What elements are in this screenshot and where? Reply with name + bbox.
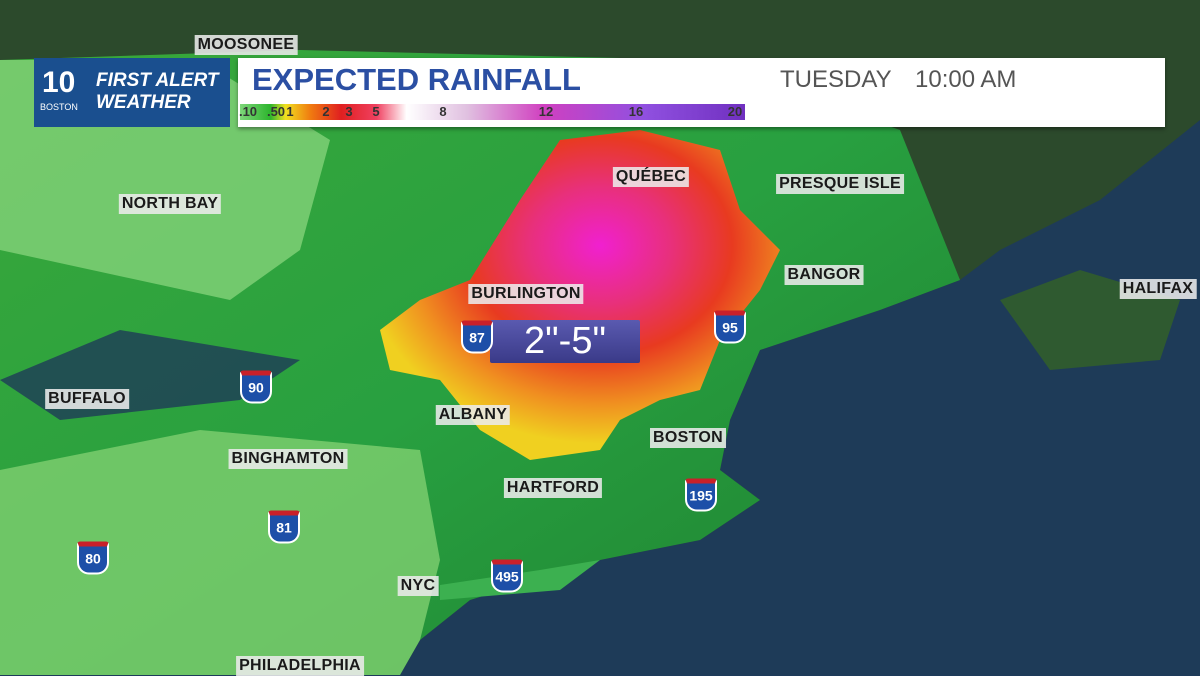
logo-brand: FIRST ALERT <box>96 70 219 91</box>
legend-tick: .50 <box>266 104 286 119</box>
highway-shield: 195 <box>685 478 717 512</box>
city-label: HALIFAX <box>1119 279 1197 299</box>
legend-bar: .10.50 1 2 3 5 8 12 16 20 <box>238 104 745 120</box>
city-label: NYC <box>397 576 439 596</box>
legend-tick: 1 <box>286 104 294 119</box>
legend-tick: 12 <box>538 104 554 119</box>
day: TUESDAY <box>780 66 892 93</box>
city-label: BANGOR <box>784 265 864 285</box>
time: 10:00 AM <box>915 66 1017 93</box>
city-label: QUÉBEC <box>612 167 690 187</box>
city-label: BINGHAMTON <box>228 449 348 469</box>
legend-tick: 20 <box>727 104 743 119</box>
legend-tick: 8 <box>439 104 447 119</box>
highway-shield: 87 <box>461 320 493 354</box>
city-label: PHILADELPHIA <box>236 656 364 676</box>
highway-shield: 495 <box>491 559 523 593</box>
logo-number: 10 <box>42 66 76 99</box>
legend-tick: .10 <box>238 104 258 119</box>
logo-brand: WEATHER <box>96 92 191 113</box>
highway-shield: 95 <box>714 310 746 344</box>
city-label: BOSTON <box>650 428 726 448</box>
legend-tick: 3 <box>345 104 353 119</box>
legend-tick: 5 <box>372 104 380 119</box>
city-label: BUFFALO <box>45 389 129 409</box>
station-logo: 10 BOSTON FIRST ALERT WEATHER <box>34 58 230 127</box>
logo-station: BOSTON <box>40 102 78 112</box>
legend-tick: 16 <box>628 104 644 119</box>
city-label: HARTFORD <box>503 478 603 498</box>
city-label: MOOSONEE <box>194 35 298 55</box>
highway-shield: 90 <box>240 370 272 404</box>
title: EXPECTED RAINFALL <box>252 62 581 97</box>
city-label: PRESQUE ISLE <box>776 174 904 194</box>
callout: 2"-5" <box>490 320 640 363</box>
city-label: NORTH BAY <box>118 194 222 214</box>
header-bar: EXPECTED RAINFALL TUESDAY 10:00 AM .10 .5… <box>238 58 1165 127</box>
highway-shield: 80 <box>77 541 109 575</box>
legend-tick: 2 <box>322 104 330 119</box>
city-label: ALBANY <box>435 405 511 425</box>
highway-shield: 81 <box>268 510 300 544</box>
city-label: BURLINGTON <box>468 284 584 304</box>
